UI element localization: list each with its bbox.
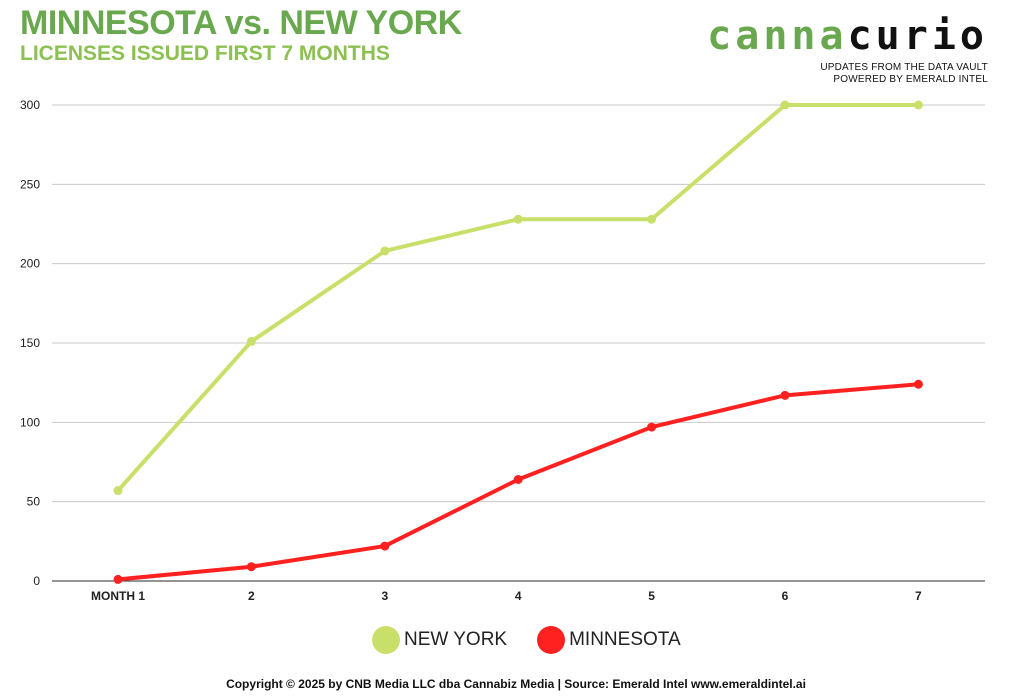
data-point-minnesota [647, 422, 657, 432]
data-point-new-york [246, 336, 256, 346]
grid-lines [52, 104, 985, 582]
x-tick-label: 5 [648, 589, 655, 603]
data-point-minnesota [246, 562, 256, 572]
legend-label-minnesota: MINNESOTA [569, 629, 681, 650]
chart-subtitle: LICENSES ISSUED FIRST 7 MONTHS [20, 42, 390, 65]
legend-item-minnesota: MINNESOTA [537, 626, 681, 654]
y-tick-label: 50 [27, 495, 41, 509]
x-axis-tick-labels: MONTH 1 2 3 4 5 6 7 [91, 589, 922, 603]
y-tick-label: 200 [20, 257, 40, 271]
brand-logo-part1: canna [707, 13, 848, 59]
y-tick-label: 0 [33, 574, 40, 588]
brand-tagline-line1: UPDATES FROM THE DATA VAULT [820, 62, 988, 73]
data-point-minnesota [113, 574, 123, 584]
y-tick-label: 300 [20, 98, 40, 112]
series-lines [113, 100, 923, 584]
series-line-new-york [116, 103, 921, 493]
y-tick-label: 100 [20, 415, 40, 429]
x-tick-label: 3 [381, 589, 388, 603]
x-tick-label: 2 [248, 589, 255, 603]
y-tick-label: 150 [20, 336, 40, 350]
brand-tagline-line2: POWERED BY EMERALD INTEL [833, 74, 988, 85]
brand-logo: cannacurio [707, 14, 988, 58]
x-tick-label: 4 [515, 589, 522, 603]
data-point-minnesota [780, 390, 790, 400]
legend-swatch-new-york [372, 626, 400, 654]
data-point-minnesota [380, 541, 390, 551]
y-axis-tick-labels: 0 50 100 150 200 250 300 [20, 98, 40, 588]
y-tick-label: 250 [20, 177, 40, 191]
x-tick-label: 6 [782, 589, 789, 603]
legend-item-new-york: NEW YORK [372, 626, 507, 654]
data-point-new-york [647, 214, 657, 224]
data-point-minnesota [513, 474, 523, 484]
data-point-new-york [513, 214, 523, 224]
x-tick-label: 7 [915, 589, 922, 603]
footer-copyright: Copyright © 2025 by CNB Media LLC dba Ca… [226, 677, 806, 691]
data-point-new-york [913, 100, 923, 110]
legend: NEW YORK MINNESOTA [372, 626, 711, 654]
data-point-new-york [780, 100, 790, 110]
brand-logo-part2: curio [847, 13, 988, 59]
data-point-minnesota [913, 379, 923, 389]
legend-label-new-york: NEW YORK [404, 629, 508, 650]
chart-title: MINNESOTA vs. NEW YORK [20, 4, 462, 42]
data-point-new-york [380, 246, 390, 256]
legend-swatch-minnesota [537, 626, 566, 654]
x-tick-label: MONTH 1 [91, 589, 145, 603]
data-point-new-york [113, 486, 123, 496]
brand-tagline: UPDATES FROM THE DATA VAULT POWERED BY E… [820, 62, 988, 86]
